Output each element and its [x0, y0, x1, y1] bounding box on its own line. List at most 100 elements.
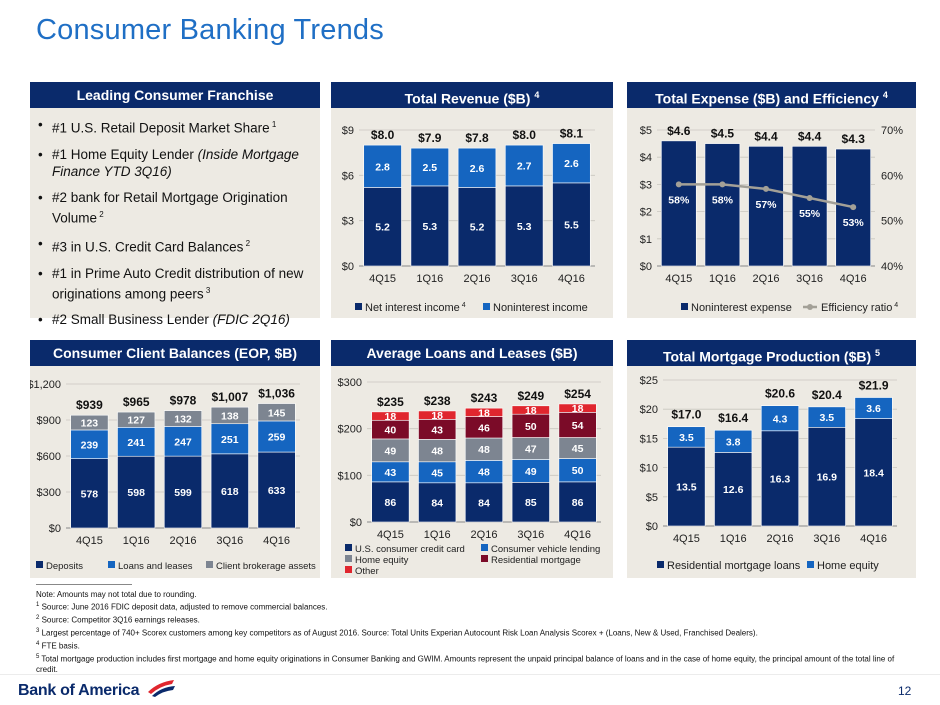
x-tick-label: 2Q16: [767, 533, 794, 545]
bar-segment: [363, 187, 402, 267]
expense-title-sup: 4: [882, 90, 888, 100]
bar-total-label: $21.9: [859, 379, 889, 393]
bar-segment: [457, 187, 497, 267]
footnote: Note: Amounts may not total due to round…: [36, 590, 916, 600]
x-tick-label: 4Q15: [377, 529, 404, 541]
x-tick-label: 2Q16: [170, 535, 197, 547]
bar-value-label: 86: [385, 497, 397, 509]
revenue-chart: $0 $3 $6 $9 5.2 2.8 $8.0 4Q15 5.3 2.5 $7.9 1Q16 5.2 2…: [342, 125, 595, 314]
efficiency-label: 57%: [755, 199, 777, 211]
x-tick-label: 4Q16: [558, 273, 585, 285]
x-tick-label: 1Q16: [416, 273, 443, 285]
loans-header: Average Loans and Leases ($B): [331, 340, 613, 366]
bar-total-label: $965: [123, 395, 150, 409]
y-tick-label: $900: [37, 415, 61, 427]
x-tick-label: 3Q16: [511, 273, 538, 285]
legend-label: Noninterest expense: [691, 302, 792, 314]
bar-value-label: 127: [127, 415, 145, 427]
expense-title: Total Expense ($B) and Efficiency: [655, 90, 879, 107]
bar-total-label: $238: [424, 394, 451, 408]
bar-total-label: $4.3: [842, 132, 866, 146]
footnote-text: Total mortgage production includes first…: [36, 654, 895, 675]
legend-swatch: [481, 544, 488, 551]
bar-segment: [257, 403, 296, 422]
bar-value-label: 18: [431, 410, 443, 422]
y-tick-label: $3: [640, 179, 652, 191]
balances-title: Consumer Client Balances (EOP, $B): [52, 345, 298, 361]
revenue-title: Total Revenue ($B): [404, 90, 531, 107]
bar-segment: [667, 426, 706, 448]
bar-value-label: 40: [385, 425, 397, 437]
bar-total-label: $249: [517, 389, 544, 403]
y-tick-label: $600: [37, 451, 61, 463]
footer-bar: [0, 674, 940, 675]
efficiency-point: [806, 195, 813, 201]
footnote-number: 5: [36, 654, 40, 661]
x-tick-label: 4Q16: [860, 533, 887, 545]
x-tick-label: 2Q16: [471, 529, 498, 541]
bar-value-label: 16.3: [770, 473, 791, 485]
legend-swatch: [681, 303, 688, 310]
bar-segment: [667, 446, 706, 527]
legend-swatch: [807, 561, 814, 568]
bar-segment: [210, 406, 249, 425]
footnote-text: Source: June 2016 FDIC deposit data, adj…: [41, 602, 328, 612]
footnote-number: 3: [36, 628, 40, 635]
efficiency-label: 58%: [668, 194, 690, 206]
y-tick-label: $0: [49, 523, 61, 535]
y-tick-label: $3: [342, 216, 354, 228]
x-tick-label: 4Q15: [673, 533, 700, 545]
franchise-bullet-text: #2 bank for Retail Mortgage Origination …: [52, 189, 288, 226]
bar-total-label: $978: [170, 394, 197, 408]
legend-label: Loans and leases: [118, 561, 193, 572]
efficiency-point: [675, 181, 682, 188]
bar-value-label: 598: [127, 487, 145, 499]
legend-label: Residential mortgage loans: [667, 560, 801, 572]
franchise-bullet-text: #1 Home Equity Lender: [52, 146, 198, 162]
bar-value-label: 2.7: [517, 161, 532, 173]
loans-title: Average Loans and Leases ($B): [366, 345, 578, 361]
efficiency-label: 58%: [712, 194, 734, 206]
footnote-number: 2: [36, 615, 40, 622]
bar-value-label: 239: [81, 439, 99, 451]
efficiency-label: 53%: [843, 217, 865, 229]
bar-total-label: $7.8: [465, 131, 489, 145]
bar-value-label: 2.8: [375, 161, 390, 173]
bar-value-label: 18: [478, 407, 490, 419]
y-tick-label: $25: [640, 375, 658, 387]
x-tick-label: 4Q15: [369, 273, 396, 285]
footnote: 5 Total mortgage production includes fir…: [36, 652, 916, 675]
bar-segment: [714, 429, 753, 453]
bar-segment: [117, 411, 156, 428]
bar-total-label: $20.6: [765, 387, 795, 401]
balances-chart: $0 $300 $600 $900 $1,200 578 239 123 $939 4Q15 598…: [30, 379, 316, 572]
bar-total-label: $4.6: [667, 124, 691, 138]
legend-swatch: [345, 544, 352, 551]
bar-value-label: 259: [268, 432, 286, 444]
bar-segment: [464, 482, 504, 523]
bar-value-label: 50: [525, 421, 537, 433]
y-tick-label: $5: [640, 125, 652, 137]
bar-segment: [558, 403, 597, 413]
y-tick-label: $1: [640, 234, 652, 246]
y-tick-label: $15: [640, 433, 658, 445]
y-tick-label: $300: [37, 487, 61, 499]
efficiency-point: [763, 185, 769, 192]
bar-value-label: 18: [572, 403, 584, 415]
footnote-text: FTE basis.: [41, 641, 80, 651]
legend-swatch: [108, 561, 115, 568]
bar-total-label: $939: [76, 398, 103, 412]
expense-chart: $0 $1 $2 $3 $4 $5 $4.6 4Q15 $4.5 1Q16 $4.4 2Q16 $4.4…: [640, 124, 903, 314]
bar-segment: [854, 397, 893, 419]
bar-value-label: 86: [572, 497, 584, 509]
bar-value-label: 599: [174, 487, 192, 499]
bar-value-label: 49: [385, 445, 397, 457]
y-tick-label: $10: [640, 463, 658, 475]
footnote-number: 1: [36, 602, 40, 609]
bar-value-label: 633: [268, 485, 286, 497]
bar-segment: [511, 482, 550, 523]
bar-total-label: $1,036: [258, 387, 295, 401]
bar-value-label: 45: [572, 443, 584, 455]
page-number: 12: [898, 684, 912, 698]
legend-label: Efficiency ratio 4: [821, 302, 898, 314]
